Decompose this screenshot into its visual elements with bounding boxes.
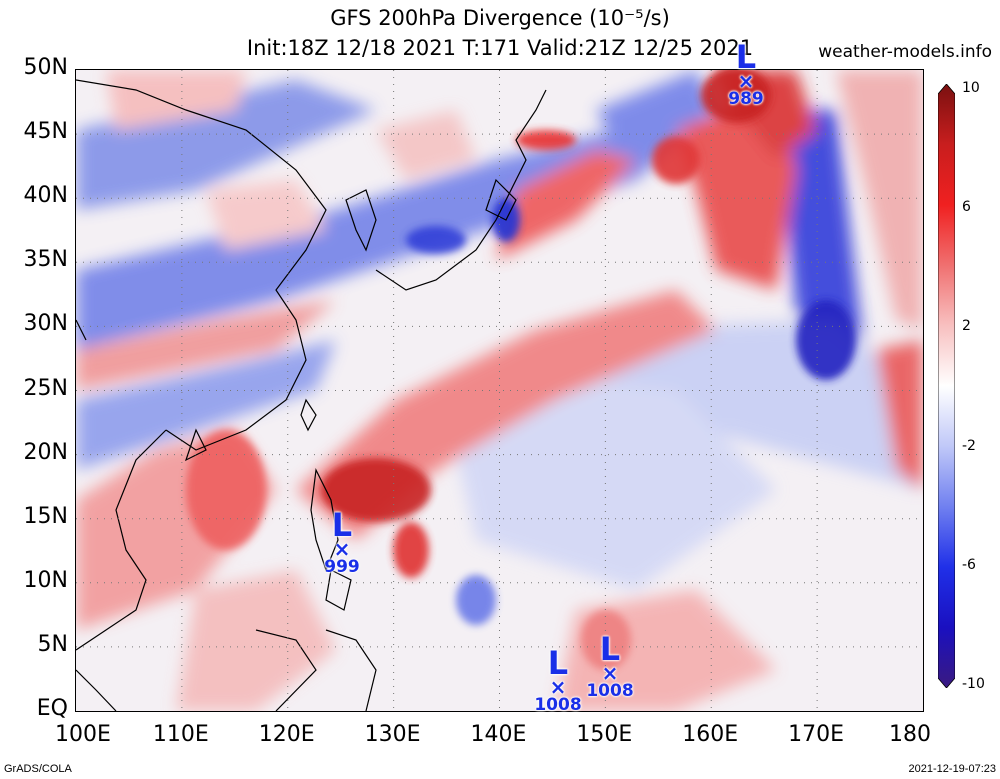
lon-label: 150E [576,722,633,747]
colorbar-tick-label: -10 [962,676,985,692]
low-center-icon: × [333,537,351,561]
lat-label: EQ [36,696,68,721]
colorbar-tick-label: 2 [962,318,971,335]
lat-label: 10N [23,567,68,593]
lon-label: 140E [470,722,527,747]
divergence-field [76,70,923,711]
low-pressure-value: 989 [728,89,764,109]
lat-label: 35N [23,247,68,273]
lat-label: 50N [23,55,68,80]
lon-label: 180 [889,722,931,747]
low-letter: L [547,644,569,682]
low-letter: L [331,506,353,544]
colorbar-tick-label: 6 [962,199,971,216]
low-pressure-value: 999 [324,557,360,577]
colorbar-tick-label: 10 [962,80,980,96]
site-credit: weather-models.info [818,42,992,62]
chart-subtitle: Init:18Z 12/18 2021 T:171 Valid:21Z 12/2… [246,36,754,60]
low-east-2-marker: L × 1008 [580,630,640,701]
colorbar [938,84,955,688]
colorbar-tick-label: -6 [962,556,976,573]
lat-label: 40N [23,183,68,209]
low-pressure-value: 1008 [586,681,634,701]
low-luzon-marker: L × 999 [312,506,372,577]
lat-label: 45N [23,119,68,145]
footer-timestamp: 2021-12-19-07:23 [908,763,996,775]
low-pressure-value: 1008 [534,695,582,715]
chart-title: GFS 200hPa Divergence (10⁻⁵/s) [330,6,670,30]
lat-label: 20N [23,439,68,465]
lon-label: 100E [55,722,111,747]
low-north-marker: L × 989 [716,38,776,109]
low-center-icon: × [601,661,619,685]
lon-label: 170E [788,722,845,747]
low-letter: L [735,38,757,76]
lon-label: 160E [682,722,739,747]
low-east-1-marker: L × 1008 [528,644,588,715]
lat-label: 30N [23,311,68,337]
low-center-icon: × [737,69,755,93]
lon-label: 120E [258,722,315,747]
lon-label: 110E [152,722,209,747]
low-center-icon: × [549,675,567,699]
lon-label: 130E [364,722,421,747]
footer-credit: GrADS/COLA [4,763,72,775]
low-letter: L [599,630,621,668]
colorbar-tick-label: -2 [962,437,976,454]
divergence-map [75,69,924,712]
lat-label: 15N [23,503,68,529]
lat-label: 5N [37,631,68,657]
lat-label: 25N [23,375,68,401]
